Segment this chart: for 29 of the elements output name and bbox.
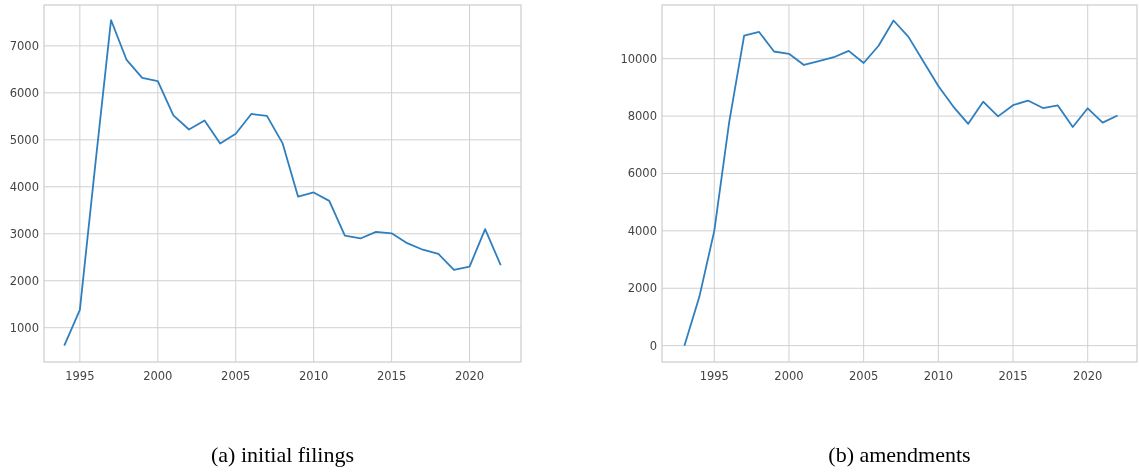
x-tick-label: 1995 [65, 369, 95, 383]
y-tick-label: 2000 [627, 281, 657, 296]
x-tick-label: 2020 [1073, 369, 1103, 383]
x-tick-label: 2000 [774, 369, 804, 383]
y-tick-label: 6000 [627, 166, 657, 181]
x-tick-label: 2015 [998, 369, 1028, 383]
x-tick-label: 2005 [849, 369, 879, 383]
x-tick-label: 2005 [221, 369, 251, 383]
y-tick-label: 2000 [9, 273, 39, 288]
y-tick-label: 8000 [627, 109, 657, 124]
y-tick-label: 10000 [620, 51, 657, 66]
y-tick-label: 4000 [627, 223, 657, 238]
line-series [683, 19, 1119, 347]
x-tick-label: 2010 [923, 369, 953, 383]
x-tick-label: 2010 [299, 369, 329, 383]
text: (a) initial filings [211, 442, 354, 467]
y-tick-label: 0 [649, 338, 657, 353]
line-series [63, 19, 502, 347]
x-tick-label: 1995 [699, 369, 729, 383]
x-tick-label: 2000 [143, 369, 173, 383]
x-tick-label: 2020 [454, 369, 485, 383]
y-tick-label: 4000 [9, 179, 39, 194]
y-tick-label: 5000 [9, 132, 39, 147]
y-tick-label: 3000 [9, 226, 39, 241]
x-tick-label: 2015 [376, 369, 407, 383]
y-tick-label: 7000 [9, 38, 39, 53]
text: (b) amendments [828, 442, 971, 467]
y-tick-label: 1000 [9, 320, 39, 335]
y-tick-label: 6000 [9, 85, 39, 100]
